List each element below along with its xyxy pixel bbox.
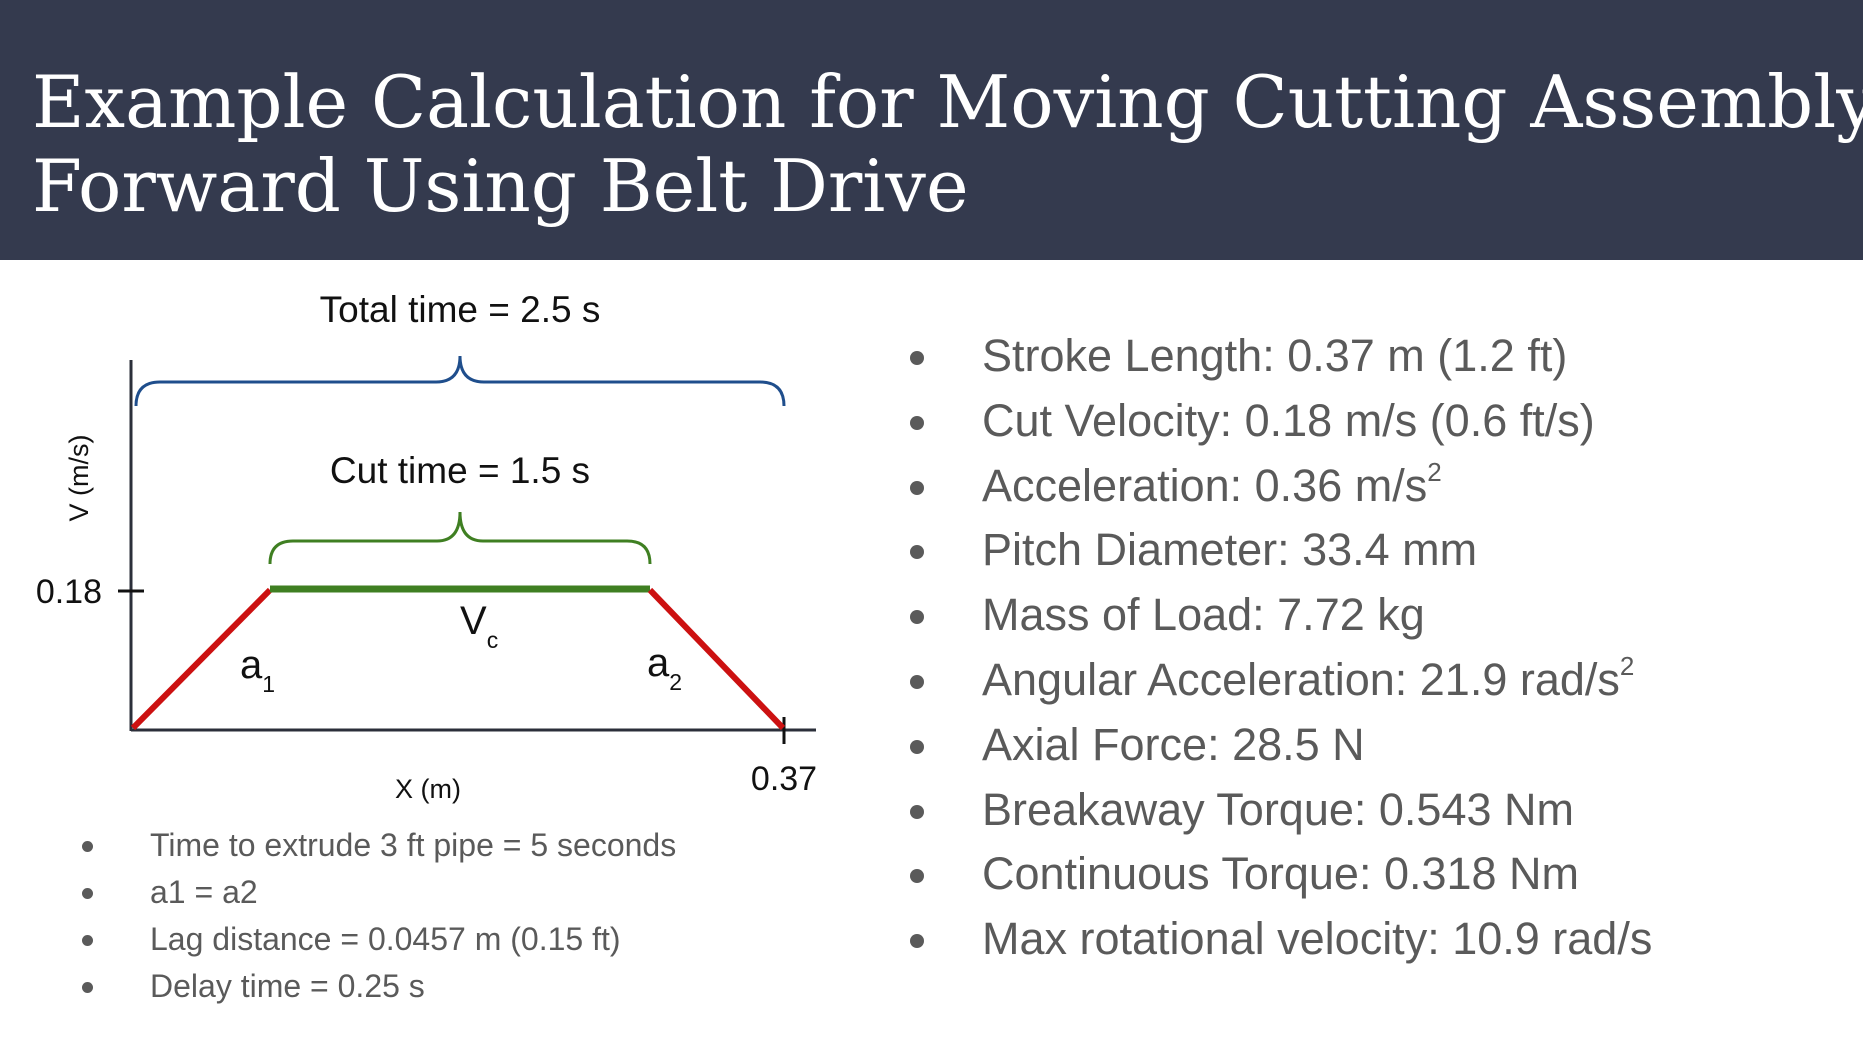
- slide-title: Example Calculation for Moving Cutting A…: [32, 60, 1863, 228]
- total-time-brace: [134, 355, 786, 407]
- cut-time-brace: [268, 511, 652, 565]
- spec-text: Stroke Length: 0.37 m (1.2 ft): [982, 330, 1568, 381]
- list-item: Axial Force: 28.5 N: [908, 713, 1652, 778]
- specs-list: Stroke Length: 0.37 m (1.2 ft) Cut Veloc…: [908, 324, 1652, 972]
- spec-text: Max rotational velocity: 10.9 rad/s: [982, 913, 1653, 965]
- bullet-icon: [910, 351, 924, 365]
- list-item: Lag distance = 0.0457 m (0.15 ft): [80, 916, 676, 963]
- note-text: Lag distance = 0.0457 m (0.15 ft): [150, 921, 621, 957]
- list-item: Pitch Diameter: 33.4 mm: [908, 518, 1652, 583]
- bullet-icon: [910, 415, 924, 430]
- note-text: Time to extrude 3 ft pipe = 5 seconds: [150, 827, 677, 863]
- y-tick-label: 0.18: [36, 573, 102, 611]
- list-item: Continuous Torque: 0.318 Nm: [908, 842, 1652, 907]
- bullet-icon: [910, 739, 924, 754]
- bullet-icon: [910, 674, 924, 689]
- x-tick-label: 0.37: [751, 760, 817, 798]
- y-axis-label: V (m/s): [64, 435, 94, 522]
- spec-text: Breakaway Torque: 0.543 Nm: [982, 783, 1574, 835]
- spec-text: Cut Velocity: 0.18 m/s (0.6 ft/s): [982, 394, 1595, 446]
- list-item: Delay time = 0.25 s: [80, 963, 676, 1010]
- x-axis-label: X (m): [395, 774, 461, 804]
- spec-text: Axial Force: 28.5 N: [982, 718, 1365, 770]
- slide-title-line-2: Forward Using Belt Drive: [32, 144, 969, 228]
- list-item: Stroke Length: 0.37 m (1.2 ft): [908, 324, 1652, 389]
- a2-label: a2: [647, 641, 682, 695]
- slide-title-line-1: Example Calculation for Moving Cutting A…: [32, 60, 1863, 144]
- bullet-icon: [82, 935, 93, 946]
- list-item: Cut Velocity: 0.18 m/s (0.6 ft/s): [908, 389, 1652, 454]
- bullet-icon: [910, 804, 924, 819]
- bullet-icon: [82, 841, 93, 852]
- bullet-icon: [82, 982, 93, 993]
- title-bar: Example Calculation for Moving Cutting A…: [0, 0, 1863, 260]
- spec-superscript: 2: [1619, 650, 1635, 681]
- note-text: Delay time = 0.25 s: [150, 968, 425, 1004]
- spec-text: Angular Acceleration: 21.9 rad/s: [982, 653, 1620, 705]
- acceleration-line-a1: [130, 587, 273, 731]
- a1-label: a1: [240, 643, 275, 697]
- spec-text: Continuous Torque: 0.318 Nm: [982, 848, 1580, 900]
- spec-text: Mass of Load: 7.72 kg: [982, 589, 1425, 641]
- spec-text: Pitch Diameter: 33.4 mm: [982, 524, 1478, 576]
- list-item: a1 = a2: [80, 869, 676, 916]
- list-item: Acceleration: 0.36 m/s2: [908, 454, 1652, 519]
- bullet-icon: [910, 869, 924, 884]
- cut-time-label: Cut time = 1.5 s: [330, 450, 590, 491]
- spec-text: Acceleration: 0.36 m/s: [982, 459, 1428, 511]
- bullet-icon: [910, 545, 924, 560]
- bullet-icon: [82, 888, 93, 899]
- spec-superscript: 2: [1427, 456, 1442, 487]
- bullet-icon: [910, 480, 924, 495]
- bullet-icon: [910, 934, 924, 949]
- list-item: Mass of Load: 7.72 kg: [908, 583, 1652, 648]
- list-item: Max rotational velocity: 10.9 rad/s: [908, 907, 1652, 972]
- deceleration-line-a2: [647, 587, 786, 731]
- total-time-label: Total time = 2.5 s: [320, 289, 601, 330]
- note-text: a1 = a2: [150, 874, 258, 910]
- list-item: Breakaway Torque: 0.543 Nm: [908, 778, 1652, 843]
- list-item: Time to extrude 3 ft pipe = 5 seconds: [80, 822, 676, 869]
- vc-label: Vc: [460, 599, 498, 653]
- list-item: Angular Acceleration: 21.9 rad/s2: [908, 648, 1652, 713]
- bullet-icon: [910, 610, 924, 625]
- velocity-profile-diagram: Total time = 2.5 s Cut time = 1.5 s 0.18…: [36, 289, 817, 804]
- notes-list: Time to extrude 3 ft pipe = 5 seconds a1…: [80, 822, 676, 1010]
